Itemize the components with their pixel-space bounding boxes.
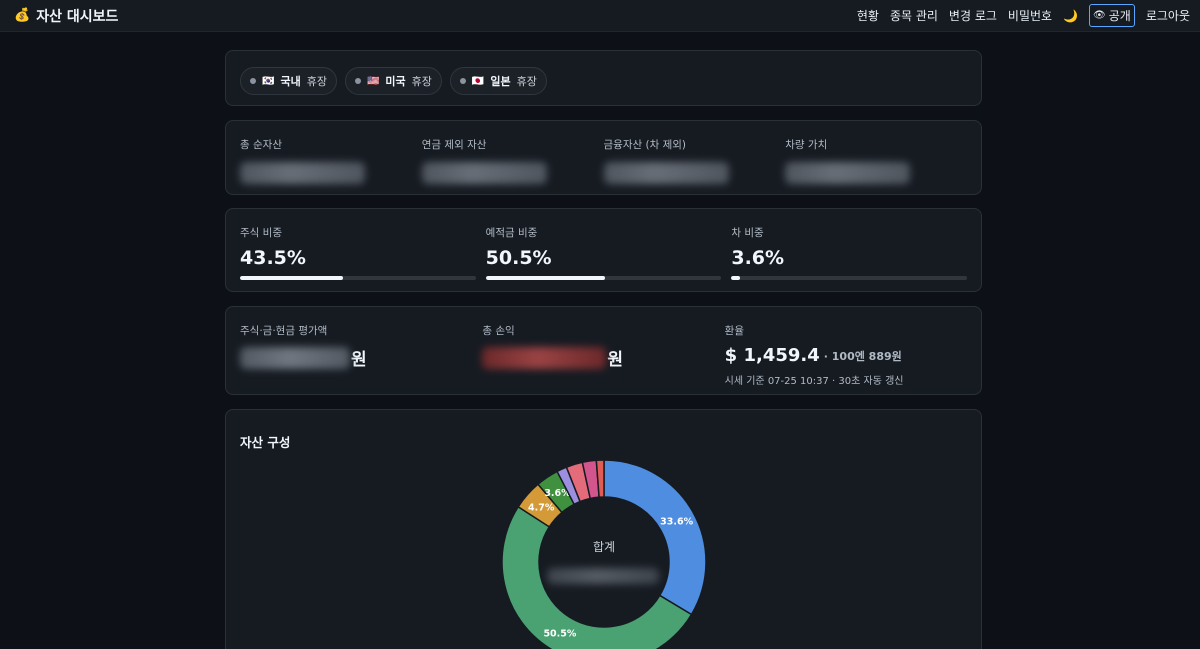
- ratio-bar: [731, 276, 968, 280]
- slice-label: 50.5%: [543, 628, 576, 639]
- valuation-card: 주식·금·현금 평가액 원 총 손익 원 환율 $ 1,459.4 · 100엔…: [225, 306, 982, 395]
- ratio-label: 차 비중: [731, 227, 764, 239]
- donut-slice[interactable]: [603, 459, 707, 616]
- summary-vehicle-value: 차량 가치: [785, 137, 967, 184]
- valuation-eval: 주식·금·현금 평가액 원: [240, 323, 482, 387]
- donut-slice[interactable]: [595, 459, 605, 498]
- blurred-value: [240, 162, 365, 184]
- status-dot-icon: [250, 78, 256, 84]
- ratio-bar-fill: [485, 276, 605, 280]
- market-country: 미국: [385, 75, 406, 88]
- ratio-label: 예적금 비중: [485, 227, 538, 239]
- logout-button[interactable]: 로그아웃: [1145, 9, 1190, 23]
- market-pill-jp: 🇯🇵 일본 휴장: [449, 67, 547, 95]
- flag-jp-icon: 🇯🇵: [471, 75, 485, 87]
- market-status: 휴장: [411, 75, 432, 88]
- market-status-card: 🇰🇷 국내 휴장 🇺🇸 미국 휴장 🇯🇵 일본 휴장: [225, 50, 982, 106]
- blurred-value: [547, 568, 659, 584]
- brand[interactable]: 💰 자산 대시보드: [14, 6, 118, 26]
- pnl-unit: 원: [607, 350, 623, 370]
- public-toggle-button[interactable]: 👁 공개: [1089, 4, 1135, 27]
- blurred-value: [421, 162, 547, 184]
- fx-usd-value: $ 1,459.4: [724, 345, 820, 366]
- nav-item-password[interactable]: 비밀번호: [1007, 9, 1053, 23]
- ratio-stock: 주식 비중 43.5%: [240, 225, 476, 280]
- ratio-label: 주식 비중: [240, 227, 282, 239]
- moon-icon[interactable]: 🌙: [1063, 8, 1079, 23]
- market-pill-kr: 🇰🇷 국내 휴장: [240, 67, 337, 95]
- ratio-car: 차 비중 3.6%: [731, 225, 968, 280]
- flag-us-icon: 🇺🇸: [366, 75, 380, 87]
- valuation-fx: 환율 $ 1,459.4 · 100엔 889원 시세 기준 07-25 10:…: [725, 323, 967, 387]
- market-country: 국내: [280, 75, 301, 88]
- ratio-value: 43.5%: [240, 247, 306, 269]
- summary-label: 연금 제외 자산: [421, 139, 487, 151]
- pnl-label: 총 손익: [482, 325, 515, 337]
- net-asset-summary-card: 총 순자산 연금 제외 자산 금융자산 (차 제외) 차량 가치: [225, 120, 982, 195]
- status-dot-icon: [459, 78, 466, 84]
- ratio-value: 50.5%: [485, 247, 552, 269]
- public-label: 공개: [1108, 9, 1131, 23]
- ratio-value: 3.6%: [731, 247, 785, 269]
- allocation-ratio-card: 주식 비중 43.5% 예적금 비중 50.5% 차 비중 3.6%: [225, 208, 982, 292]
- fx-label: 환율: [724, 325, 744, 337]
- top-navbar: 💰 자산 대시보드 현황 종목 관리 변경 로그 비밀번호 🌙 👁 공개 로그아…: [0, 0, 1200, 32]
- asset-composition-card: 자산 구성 33.6% 50.5% 4.7% 3.6% 합계: [225, 409, 982, 649]
- nav-item-holdings[interactable]: 종목 관리: [889, 9, 938, 23]
- ratio-bar-fill: [731, 276, 740, 280]
- blurred-value: [785, 162, 911, 184]
- summary-total-net-asset: 총 순자산: [240, 137, 422, 184]
- market-country: 일본: [490, 75, 511, 88]
- donut-svg: 33.6% 50.5% 4.7% 3.6%: [501, 459, 707, 649]
- nav-menu: 현황 종목 관리 변경 로그 비밀번호 🌙 👁 공개 로그아웃: [857, 4, 1190, 27]
- summary-label: 총 순자산: [240, 139, 282, 151]
- flag-kr-icon: 🇰🇷: [262, 75, 275, 87]
- eval-unit: 원: [351, 350, 367, 370]
- summary-label: 차량 가치: [785, 139, 828, 151]
- fx-note: 시세 기준 07-25 10:37 · 30초 자동 갱신: [724, 376, 904, 387]
- ratio-deposit: 예적금 비중 50.5%: [485, 225, 722, 280]
- blurred-value: [482, 346, 607, 369]
- summary-label: 금융자산 (차 제외): [603, 139, 687, 151]
- market-status: 휴장: [306, 75, 327, 88]
- slice-label: 4.7%: [528, 502, 555, 513]
- blurred-value: [603, 162, 729, 184]
- ratio-bar: [485, 276, 722, 280]
- composition-title: 자산 구성: [240, 435, 291, 450]
- eval-label: 주식·금·현금 평가액: [240, 325, 328, 337]
- app-title: 자산 대시보드: [36, 8, 119, 25]
- valuation-pnl: 총 손익 원: [482, 323, 724, 387]
- nav-item-changelog[interactable]: 변경 로그: [948, 9, 997, 23]
- fx-jpy-value: · 100엔 889원: [823, 349, 902, 363]
- nav-item-status[interactable]: 현황: [856, 9, 879, 23]
- market-pill-us: 🇺🇸 미국 휴장: [344, 67, 442, 95]
- eye-icon: 👁: [1093, 10, 1106, 21]
- money-bag-icon: 💰: [14, 8, 31, 23]
- market-status: 휴장: [516, 75, 537, 88]
- ratio-bar: [240, 276, 476, 280]
- donut-slice[interactable]: [501, 505, 693, 649]
- status-dot-icon: [354, 78, 361, 84]
- blurred-value: [240, 346, 350, 369]
- summary-excluding-pension: 연금 제외 자산: [421, 137, 604, 184]
- slice-label: 33.6%: [660, 516, 693, 527]
- slice-label: 3.6%: [544, 488, 571, 499]
- ratio-bar-fill: [240, 276, 343, 280]
- summary-financial-asset: 금융자산 (차 제외): [603, 137, 786, 184]
- asset-donut-chart: 33.6% 50.5% 4.7% 3.6% 합계: [500, 458, 708, 649]
- donut-center-label: 합계: [592, 540, 616, 554]
